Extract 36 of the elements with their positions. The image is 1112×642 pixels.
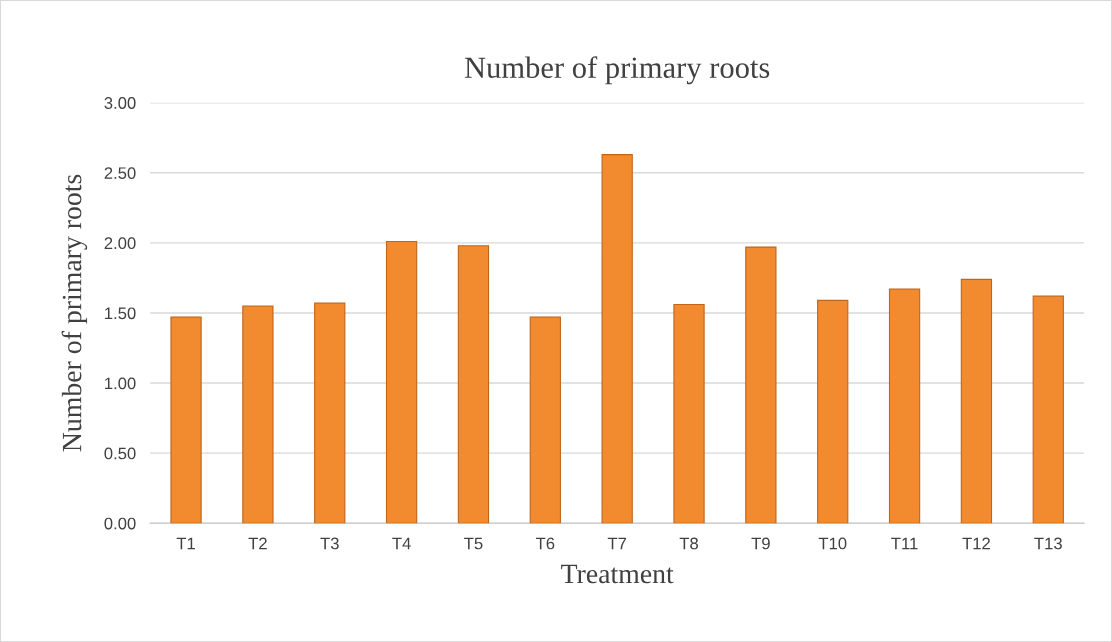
y-tick-label: 0.00 <box>104 517 136 530</box>
y-tick-label: 1.00 <box>105 377 136 390</box>
bar <box>960 278 993 524</box>
x-tick-label: T9 <box>751 537 770 550</box>
x-tick-label: T1 <box>176 537 195 550</box>
x-tick-label: T12 <box>962 537 990 550</box>
bar <box>314 302 346 524</box>
bar <box>385 240 418 524</box>
y-tick-label: 3.00 <box>104 97 136 109</box>
x-tick-label: T7 <box>607 537 627 550</box>
y-tick-label: 2.00 <box>104 237 136 250</box>
y-tick-label: 2.50 <box>104 167 136 180</box>
bar <box>457 245 490 524</box>
x-tick-label: T5 <box>464 537 483 550</box>
bar <box>170 316 202 524</box>
bar <box>817 299 849 524</box>
bar <box>888 288 921 524</box>
x-tick-label: T13 <box>1034 537 1062 550</box>
x-tick-label: T4 <box>392 537 411 550</box>
bar <box>242 305 274 524</box>
bar <box>745 246 777 524</box>
x-tick-label: T11 <box>891 537 918 550</box>
x-tick-label: T6 <box>535 537 555 550</box>
y-tick-label: 1.50 <box>105 307 136 320</box>
bar <box>529 316 561 524</box>
x-tick-label: T3 <box>320 537 339 550</box>
chart-title: Number of primary roots <box>464 56 770 85</box>
bar <box>673 304 705 524</box>
y-tick-label: 0.50 <box>104 447 136 460</box>
bar <box>601 154 633 524</box>
x-tick-label: T8 <box>679 537 699 550</box>
x-tick-label: T10 <box>818 537 847 550</box>
x-axis-title: Treatment <box>561 564 674 584</box>
x-tick-label: T2 <box>248 537 267 550</box>
bar <box>1032 295 1064 524</box>
y-axis-title: Number of primary roots <box>61 174 88 452</box>
